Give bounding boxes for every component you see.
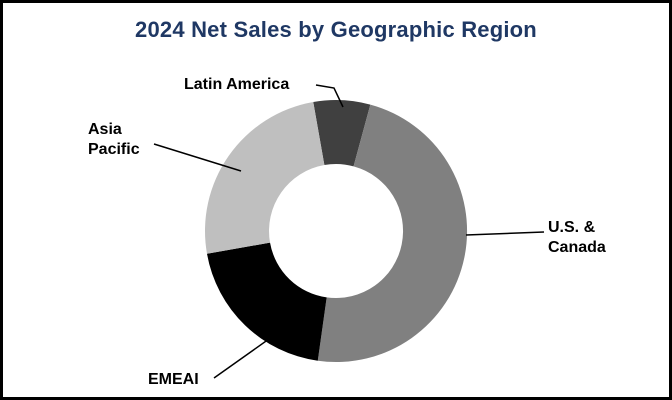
leader-lines <box>153 84 545 379</box>
label-asia-pacific: Asia Pacific <box>88 120 140 160</box>
donut-segment-emeai <box>206 242 327 361</box>
donut-segment-latin-america <box>313 99 371 167</box>
chart-title: 2024 Net Sales by Geographic Region <box>135 17 537 42</box>
leader-line-emeai <box>213 333 277 379</box>
label-asia-pacific-line1: Asia <box>88 121 122 138</box>
leader-line-us-canada <box>465 231 545 236</box>
label-emeai: EMEAI <box>148 371 199 388</box>
leader-line-asia-pacific <box>153 143 242 172</box>
label-latin-america: Latin America <box>184 76 290 93</box>
leader-line-latin-america <box>315 84 344 108</box>
donut-segment-u-s-canada <box>317 104 468 363</box>
donut-ring <box>204 99 468 363</box>
donut-segment-asia-pacific <box>204 101 325 254</box>
donut-chart <box>153 84 545 379</box>
label-us-canada-line1: U.S. & <box>548 219 596 236</box>
label-us-canada: U.S. & Canada <box>548 218 606 258</box>
label-asia-pacific-line2: Pacific <box>88 141 140 158</box>
label-us-canada-line2: Canada <box>548 239 606 256</box>
